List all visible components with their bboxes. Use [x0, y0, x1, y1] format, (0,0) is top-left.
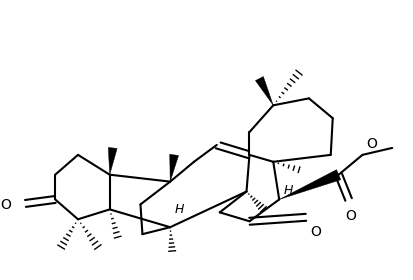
Text: H: H: [282, 184, 292, 197]
Text: O: O: [366, 137, 376, 151]
Polygon shape: [255, 76, 273, 105]
Text: H: H: [175, 204, 184, 216]
Polygon shape: [278, 170, 340, 199]
Polygon shape: [108, 148, 117, 175]
Text: O: O: [344, 209, 355, 223]
Polygon shape: [169, 154, 178, 182]
Text: O: O: [1, 199, 12, 213]
Text: O: O: [309, 225, 320, 239]
